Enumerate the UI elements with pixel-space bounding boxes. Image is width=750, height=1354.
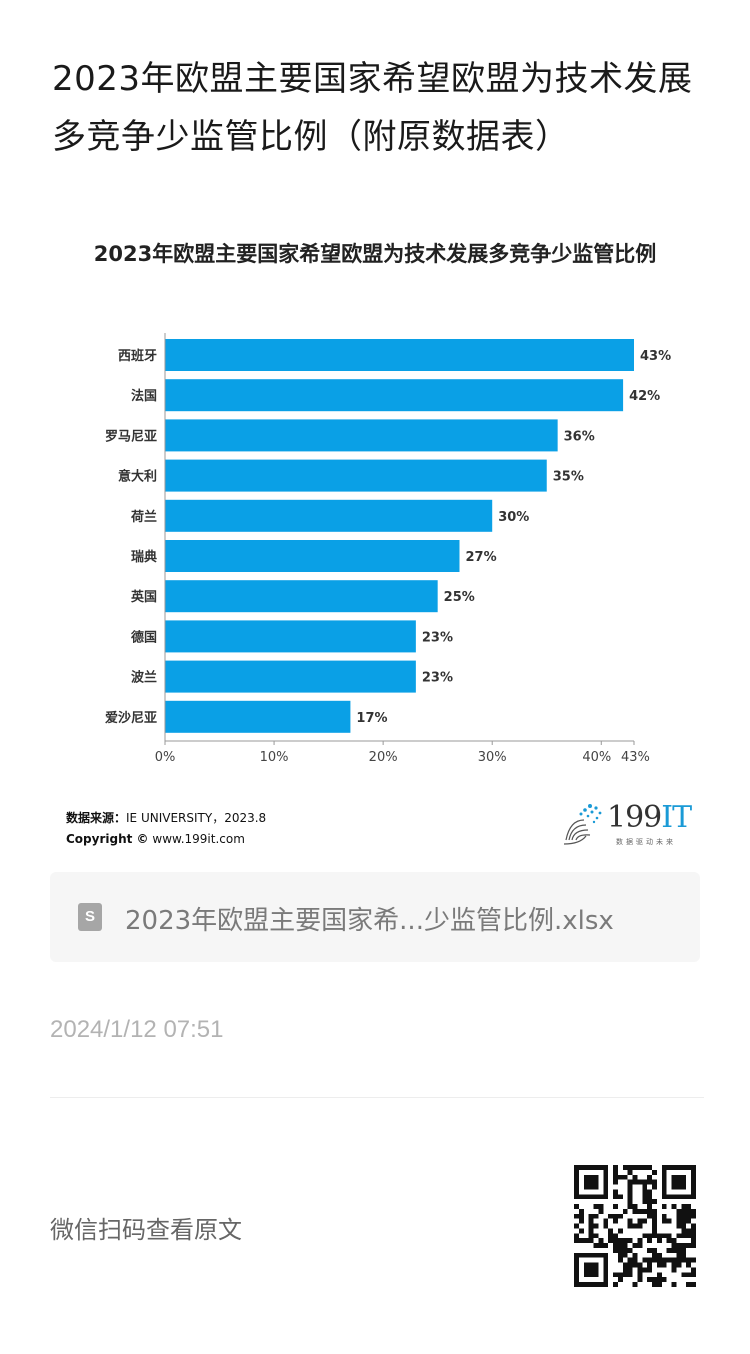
category-label: 意大利 — [118, 469, 157, 485]
category-label: 波兰 — [131, 670, 157, 686]
attachment-card[interactable]: S 2023年欧盟主要国家希...少监管比例.xlsx — [50, 872, 700, 962]
spreadsheet-file-icon: S — [78, 903, 102, 931]
data-label: 17% — [356, 711, 387, 726]
category-label: 法国 — [131, 388, 157, 404]
x-tick-label: 43% — [621, 750, 650, 765]
divider — [50, 1097, 704, 1098]
category-label: 瑞典 — [131, 549, 157, 565]
bar — [165, 620, 416, 653]
category-label: 爱沙尼亚 — [105, 710, 157, 726]
chart-title: 2023年欧盟主要国家希望欧盟为技术发展多竞争少监管比例 — [93, 242, 657, 266]
bar — [165, 660, 416, 693]
category-label: 德国 — [131, 629, 157, 645]
x-tick-label: 20% — [369, 750, 398, 765]
qr-code-icon[interactable] — [574, 1165, 696, 1287]
bar — [165, 379, 624, 412]
data-label: 43% — [640, 349, 671, 364]
article-title: 2023年欧盟主要国家希望欧盟为技术发展多竞争少监管比例（附原数据表） — [52, 59, 693, 157]
data-label: 35% — [553, 470, 584, 485]
copyright-line: Copyright © www.199it.com — [66, 829, 266, 850]
bar-chart: 西班牙 43% 法国 42% 罗马尼亚 36% 意大利 35% 荷兰 30% 瑞典 27% 英国 25% 德… — [105, 333, 671, 765]
data-label: 27% — [465, 550, 496, 565]
bar — [165, 540, 460, 572]
category-label: 荷兰 — [130, 509, 157, 525]
data-label: 23% — [422, 671, 453, 686]
publish-timestamp: 2024/1/12 07:51 — [50, 1016, 224, 1043]
bar — [165, 580, 438, 613]
bar — [165, 419, 558, 452]
logo-wordmark: 199IT — [607, 800, 692, 835]
x-tick-label: 40% — [582, 750, 611, 765]
data-label: 25% — [444, 590, 475, 605]
copyright-text: www.199it.com — [152, 832, 245, 846]
qr-caption: 微信扫码查看原文 — [50, 1216, 242, 1244]
bar — [165, 499, 493, 532]
logo-tagline: 数据驱动未来 — [616, 838, 676, 846]
chart-card: 2023年欧盟主要国家希望欧盟为技术发展多竞争少监管比例 西班牙 43% 法国 42%… — [0, 225, 750, 865]
199it-logo: 199IT 数据驱动未来 — [560, 800, 695, 850]
data-label: 42% — [629, 389, 660, 404]
data-label: 23% — [422, 630, 453, 645]
bar — [165, 339, 634, 371]
category-label: 西班牙 — [118, 348, 157, 364]
source-line: 数据来源：IE UNIVERSITY，2023.8 — [66, 808, 266, 829]
x-tick-label: 0% — [155, 750, 176, 765]
copyright-label: Copyright © — [66, 832, 149, 846]
source-text: IE UNIVERSITY，2023.8 — [126, 811, 267, 825]
x-tick-label: 30% — [478, 750, 507, 765]
category-label: 罗马尼亚 — [105, 429, 157, 444]
logo-icon — [563, 804, 602, 845]
bar — [165, 700, 351, 733]
x-tick-label: 10% — [260, 750, 289, 765]
source-label: 数据来源： — [66, 811, 127, 825]
category-label: 英国 — [130, 589, 157, 605]
bar — [165, 459, 547, 492]
data-label: 30% — [498, 510, 529, 525]
attachment-file-name[interactable]: 2023年欧盟主要国家希...少监管比例.xlsx — [125, 906, 614, 936]
data-label: 36% — [564, 429, 595, 444]
source-block: 数据来源：IE UNIVERSITY，2023.8 Copyright © ww… — [66, 808, 266, 850]
